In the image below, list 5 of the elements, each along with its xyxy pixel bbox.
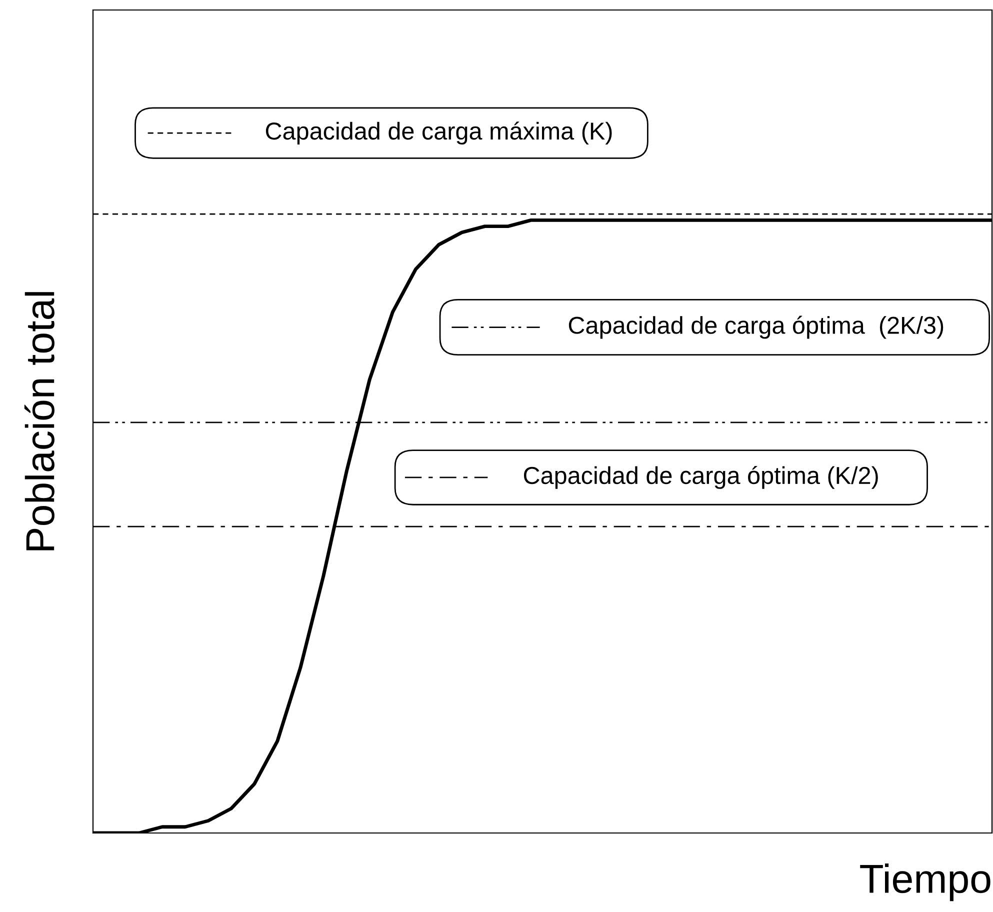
- legend-label: Capacidad de carga óptima (2K/3): [568, 316, 944, 339]
- legend-label: Capacidad de carga óptima (K/2): [524, 466, 878, 489]
- legend-label: Capacidad de carga máxima (K): [266, 122, 612, 145]
- y-axis-title: Población total: [24, 292, 54, 550]
- x-axis-title: Tiempo: [860, 864, 990, 902]
